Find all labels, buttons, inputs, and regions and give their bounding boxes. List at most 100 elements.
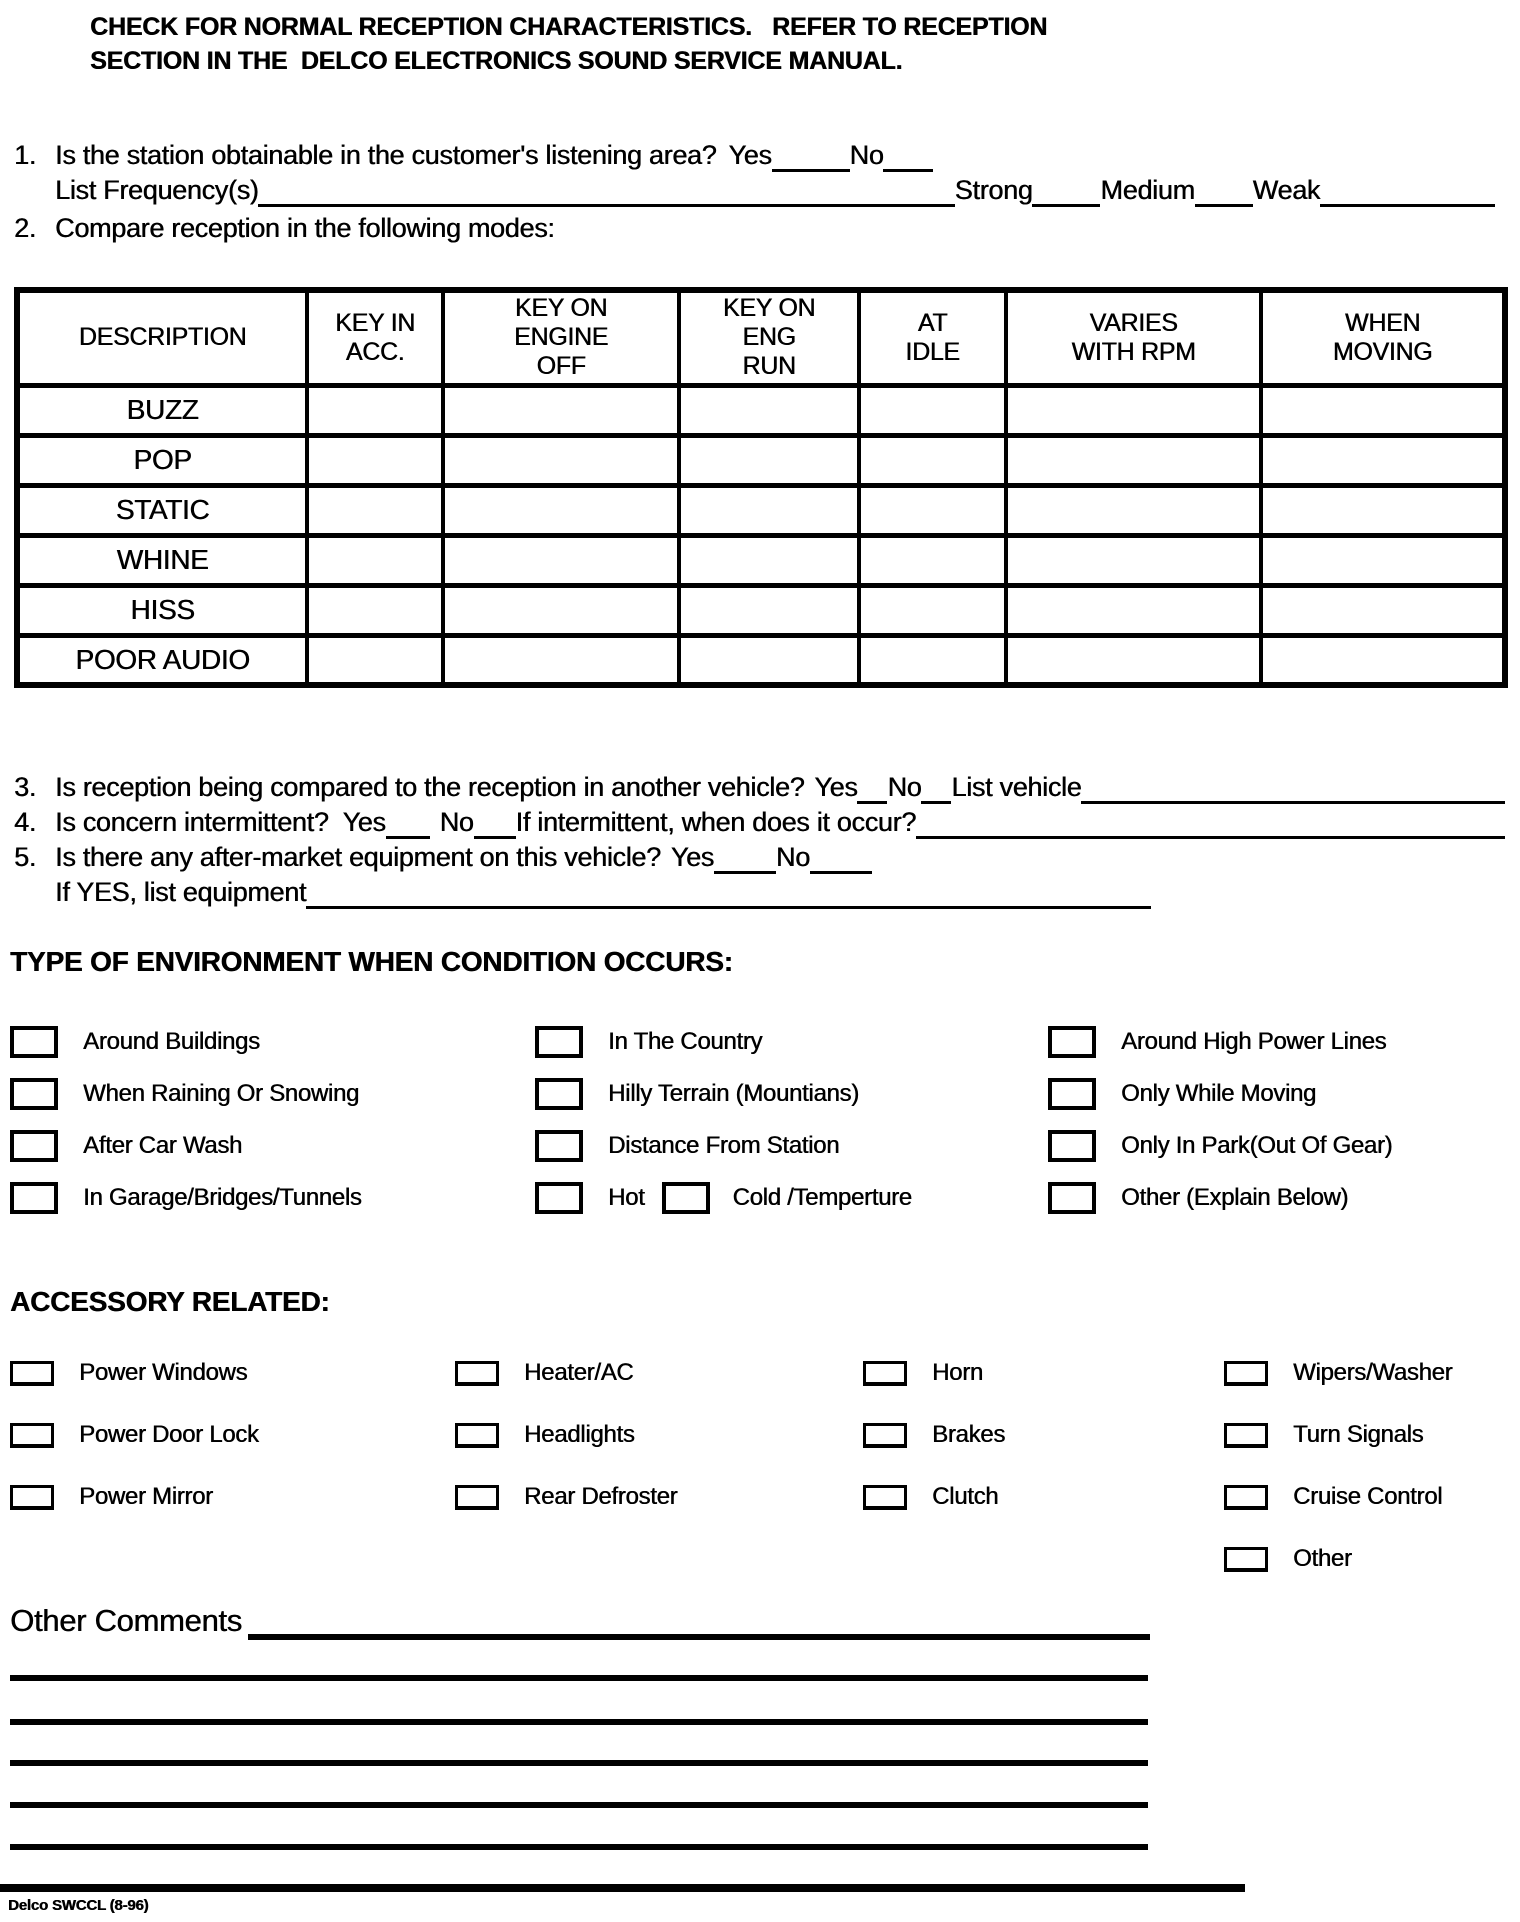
table-cell[interactable]	[1004, 432, 1261, 485]
checkbox-only-in-park[interactable]	[1048, 1130, 1096, 1162]
table-cell[interactable]	[1004, 482, 1261, 535]
checkbox-other-explain[interactable]	[1048, 1182, 1096, 1214]
q1-yes-blank[interactable]	[771, 140, 850, 172]
medium-blank[interactable]	[1194, 175, 1253, 207]
checkbox-in-the-country[interactable]	[535, 1026, 583, 1058]
when-occur-blank[interactable]	[915, 807, 1505, 839]
q1-no-blank[interactable]	[883, 140, 934, 172]
table-cell[interactable]	[1004, 382, 1261, 435]
checkbox-garage-bridges-tunnels[interactable]	[10, 1182, 58, 1214]
row-label-pop: POP	[15, 432, 307, 485]
table-cell[interactable]	[441, 632, 679, 685]
weak-blank[interactable]	[1320, 175, 1495, 207]
table-cell[interactable]	[305, 632, 443, 685]
checkbox-hot[interactable]	[535, 1182, 583, 1214]
checkbox-label: In Garage/Bridges/Tunnels	[83, 1184, 362, 1211]
table-cell[interactable]	[677, 632, 859, 685]
comments-line[interactable]	[10, 1802, 1148, 1808]
question-text: Is concern intermittent?	[55, 807, 329, 837]
comments-line[interactable]	[10, 1675, 1148, 1681]
table-cell[interactable]	[677, 532, 859, 585]
env-option-distance-from-station: Distance From Station	[535, 1120, 912, 1172]
q4-no-blank[interactable]	[473, 807, 516, 839]
checkbox-horn[interactable]	[863, 1360, 907, 1386]
acc-option-wipers-washer: Wipers/Washer	[1224, 1342, 1453, 1404]
table-cell[interactable]	[441, 532, 679, 585]
question-text: Is reception being compared to the recep…	[55, 772, 805, 802]
comments-blank[interactable]	[247, 1608, 1150, 1640]
table-cell[interactable]	[305, 582, 443, 635]
comments-line[interactable]	[10, 1844, 1148, 1850]
comments-line[interactable]	[10, 1719, 1148, 1725]
table-cell[interactable]	[441, 432, 679, 485]
checkbox-power-windows[interactable]	[10, 1360, 54, 1386]
checkbox-other[interactable]	[1224, 1546, 1268, 1572]
checkbox-hilly-terrain[interactable]	[535, 1078, 583, 1110]
table-cell[interactable]	[441, 582, 679, 635]
table-cell[interactable]	[857, 632, 1006, 685]
table-cell[interactable]	[857, 482, 1006, 535]
checkbox-label: Other	[1293, 1545, 1352, 1572]
checkbox-wipers-washer[interactable]	[1224, 1360, 1268, 1386]
table-row: HISS	[15, 582, 1505, 635]
question-5-equipment: If YES, list equipment	[55, 875, 1152, 909]
checkbox-only-while-moving[interactable]	[1048, 1078, 1096, 1110]
acc-option-power-mirror: Power Mirror	[10, 1466, 259, 1528]
table-cell[interactable]	[1004, 632, 1261, 685]
strong-blank[interactable]	[1032, 175, 1101, 207]
checkbox-rear-defroster[interactable]	[455, 1484, 499, 1510]
checkbox-around-buildings[interactable]	[10, 1026, 58, 1058]
list-equipment-blank[interactable]	[306, 877, 1152, 909]
table-cell[interactable]	[677, 582, 859, 635]
table-cell[interactable]	[677, 382, 859, 435]
table-cell[interactable]	[1004, 582, 1261, 635]
checkbox-power-door-lock[interactable]	[10, 1422, 54, 1448]
q4-yes-blank[interactable]	[385, 807, 430, 839]
col-header-when-moving: WHEN MOVING	[1259, 290, 1505, 387]
table-cell[interactable]	[1259, 382, 1505, 435]
table-cell[interactable]	[857, 532, 1006, 585]
row-label-static: STATIC	[15, 482, 307, 535]
q5-yes-blank[interactable]	[713, 842, 776, 874]
checkbox-power-mirror[interactable]	[10, 1484, 54, 1510]
table-cell[interactable]	[857, 582, 1006, 635]
table-cell[interactable]	[857, 432, 1006, 485]
checkbox-high-power-lines[interactable]	[1048, 1026, 1096, 1058]
col-header-at-idle: AT IDLE	[857, 290, 1006, 387]
table-cell[interactable]	[677, 432, 859, 485]
table-cell[interactable]	[1259, 532, 1505, 585]
checkbox-headlights[interactable]	[455, 1422, 499, 1448]
accessory-column-4: Wipers/Washer Turn Signals Cruise Contro…	[1224, 1342, 1453, 1590]
question-4: 4. Is concern intermittent? Yes No If in…	[14, 805, 1505, 839]
checkbox-raining-snowing[interactable]	[10, 1078, 58, 1110]
checkbox-clutch[interactable]	[863, 1484, 907, 1510]
checkbox-distance-from-station[interactable]	[535, 1130, 583, 1162]
comments-line[interactable]	[10, 1760, 1148, 1766]
table-cell[interactable]	[1259, 482, 1505, 535]
table-cell[interactable]	[1004, 532, 1261, 585]
table-cell[interactable]	[1259, 582, 1505, 635]
checkbox-label: Wipers/Washer	[1293, 1359, 1453, 1386]
list-vehicle-blank[interactable]	[1081, 772, 1505, 804]
table-cell[interactable]	[441, 482, 679, 535]
checkbox-turn-signals[interactable]	[1224, 1422, 1268, 1448]
table-cell[interactable]	[305, 382, 443, 435]
checkbox-heater-ac[interactable]	[455, 1360, 499, 1386]
q3-yes-blank[interactable]	[857, 772, 888, 804]
checkbox-brakes[interactable]	[863, 1422, 907, 1448]
checkbox-cold[interactable]	[662, 1182, 711, 1214]
table-cell[interactable]	[441, 382, 679, 435]
table-cell[interactable]	[305, 482, 443, 535]
q3-no-blank[interactable]	[921, 772, 952, 804]
table-cell[interactable]	[305, 532, 443, 585]
weak-label: Weak	[1252, 175, 1321, 205]
checkbox-cruise-control[interactable]	[1224, 1484, 1268, 1510]
frequency-blank[interactable]	[258, 175, 955, 207]
table-cell[interactable]	[305, 432, 443, 485]
table-cell[interactable]	[857, 382, 1006, 435]
table-cell[interactable]	[1259, 632, 1505, 685]
table-cell[interactable]	[677, 482, 859, 535]
table-cell[interactable]	[1259, 432, 1505, 485]
checkbox-after-car-wash[interactable]	[10, 1130, 58, 1162]
q5-no-blank[interactable]	[809, 842, 872, 874]
